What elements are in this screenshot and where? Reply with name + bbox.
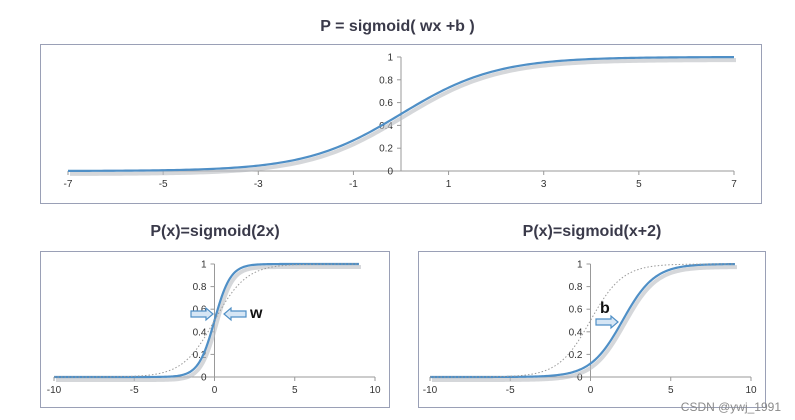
arrow-right-icon	[595, 314, 619, 330]
y-tick-label: 0.6	[569, 305, 583, 316]
y-tick-label: 1	[387, 53, 393, 64]
x-tick-label: -5	[506, 385, 515, 396]
curve-shadow	[432, 265, 737, 382]
y-tick-label: 0.8	[569, 282, 583, 293]
plot-top: -7 -5 -3 -1 1 3 5 700.20.40.60.81	[64, 53, 738, 191]
x-tick-label: 5	[292, 385, 298, 396]
y-tick-label: 0.6	[193, 305, 207, 316]
reference-curve	[54, 263, 359, 378]
y-tick-label: 1	[577, 260, 583, 271]
y-tick-label: 1	[201, 260, 207, 271]
x-tick-label: -5	[130, 385, 139, 396]
x-tick-label: 3	[541, 179, 547, 190]
x-tick-label: 10	[369, 385, 381, 396]
plot-left: -10 -5 0 5 10 0 0.2 0.4 0.6 0.8 1	[47, 260, 381, 397]
x-tick-label: 5	[636, 179, 642, 190]
sigmoid-curve	[67, 56, 735, 172]
arrow-right-icon	[190, 306, 214, 322]
annotation-b: b	[600, 300, 610, 317]
x-tick-label: 7	[731, 179, 737, 190]
x-tick-label: -10	[47, 385, 62, 396]
x-tick-label: -7	[64, 179, 73, 190]
y-tick-label: 0.6	[379, 98, 393, 109]
annotation-w: w	[250, 305, 263, 322]
x-tick-label: 0	[212, 385, 218, 396]
y-tick-label: 0	[201, 373, 207, 384]
sigmoid-curve	[430, 263, 735, 379]
x-tick-label: -1	[349, 179, 358, 190]
x-tick-label: -10	[423, 385, 438, 396]
watermark: CSDN @ywj_1991	[680, 400, 781, 414]
sigmoid-curve	[54, 262, 359, 379]
y-tick-label: 0.2	[193, 350, 207, 361]
y-tick-label: 0	[577, 373, 583, 384]
y-tick-label: 0.8	[379, 75, 393, 86]
x-tick-label: 0	[588, 385, 594, 396]
plot-right: -10 -5 0 5 10 0 0.2 0.4 0.6 0.8 1	[423, 260, 757, 397]
x-tick-label: 10	[745, 385, 757, 396]
curve-shadow	[56, 265, 361, 382]
chart-frame-right: -10 -5 0 5 10 0 0.2 0.4 0.6 0.8 1	[418, 251, 766, 408]
chart-frame-left: -10 -5 0 5 10 0 0.2 0.4 0.6 0.8 1	[40, 251, 390, 408]
y-tick-label: 0.2	[379, 144, 393, 155]
y-tick-label: 0.2	[569, 350, 583, 361]
y-tick-label: 0	[387, 167, 393, 178]
chart-frame-top: -7 -5 -3 -1 1 3 5 7 0 0.2 0.4 0.6 0.8 1	[40, 44, 762, 204]
chart-title-top: P = sigmoid( wx +b )	[320, 18, 475, 35]
x-tick-label: -5	[159, 179, 168, 190]
y-tick-label: 0.4	[193, 327, 207, 338]
chart-title-right: P(x)=sigmoid(x+2)	[522, 223, 662, 240]
x-tick-label: 5	[668, 385, 674, 396]
y-tick-label: 0.8	[193, 282, 207, 293]
x-tick-label: -3	[254, 179, 263, 190]
y-tick-label: 0.4	[569, 327, 583, 338]
curve-shadow	[69, 58, 737, 176]
chart-title-left: P(x)=sigmoid(2x)	[150, 223, 280, 240]
reference-curve	[430, 263, 735, 378]
x-tick-label: 1	[446, 179, 452, 190]
arrow-left-icon	[223, 306, 247, 322]
